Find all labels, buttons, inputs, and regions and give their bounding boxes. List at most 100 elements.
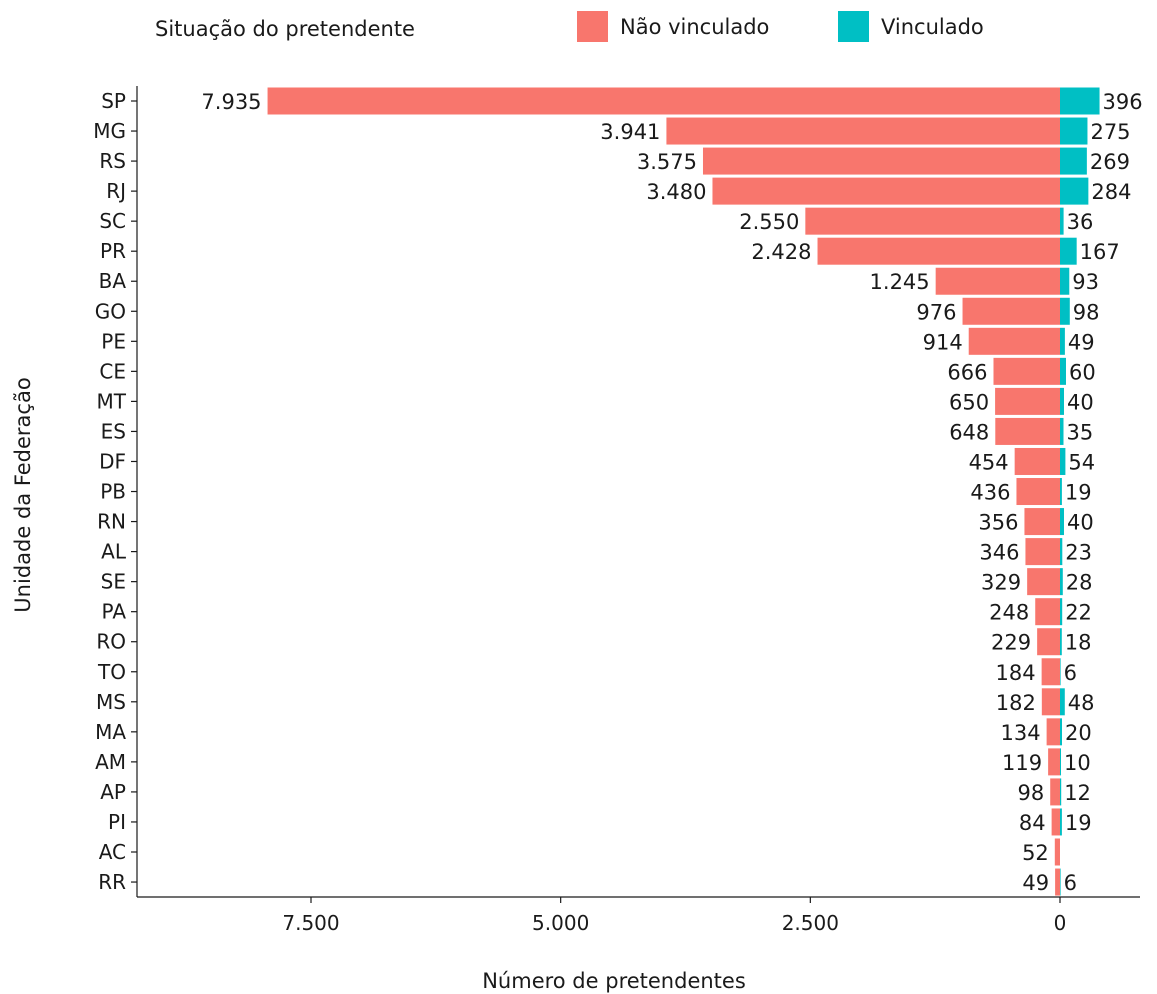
value-label-vinculado-pi: 19 <box>1065 811 1092 835</box>
y-tick-label-mt: MT <box>97 389 127 413</box>
bar-vinculado-to <box>1060 658 1061 686</box>
y-tick-label-ap: AP <box>100 780 126 804</box>
bar-nao-vinculado-ap <box>1050 778 1060 806</box>
bar-vinculado-ap <box>1060 778 1062 806</box>
y-tick-label-ms: MS <box>96 690 126 714</box>
bar-nao-vinculado-rj <box>712 177 1060 205</box>
y-tick-label-sp: SP <box>101 89 126 113</box>
bar-vinculado-pb <box>1060 478 1062 506</box>
y-tick-label-mg: MG <box>93 119 126 143</box>
value-label-nao-vinculado-ap: 98 <box>1017 781 1044 805</box>
y-tick-label-pa: PA <box>102 600 127 624</box>
y-tick-label-am: AM <box>95 750 126 774</box>
value-label-vinculado-se: 28 <box>1066 571 1093 595</box>
bar-nao-vinculado-al <box>1025 538 1060 566</box>
bar-nao-vinculado-ac <box>1054 838 1060 866</box>
value-label-vinculado-to: 6 <box>1064 661 1077 685</box>
y-ticks-group: SP MG RS RJ SC PR BA GO PE CE MT ES DF PB RN AL SE PA RO TO… <box>93 89 137 894</box>
y-tick-label-ce: CE <box>99 359 126 383</box>
value-label-nao-vinculado-ba: 1.245 <box>870 270 930 294</box>
bar-vinculado-pr <box>1060 237 1077 265</box>
y-tick-label-sc: SC <box>99 209 126 233</box>
y-tick-label-to: TO <box>97 660 126 684</box>
value-label-nao-vinculado-go: 976 <box>916 300 956 324</box>
legend-swatch-vinculado <box>838 11 869 42</box>
bar-nao-vinculado-rs <box>702 147 1060 175</box>
bar-nao-vinculado-rn <box>1024 508 1060 536</box>
value-label-vinculado-ro: 18 <box>1065 631 1092 655</box>
y-tick-label-pe: PE <box>101 329 126 353</box>
y-tick-label-pi: PI <box>108 810 126 834</box>
value-label-nao-vinculado-ac: 52 <box>1022 841 1049 865</box>
value-label-nao-vinculado-rs: 3.575 <box>637 150 697 174</box>
bar-nao-vinculado-am <box>1048 748 1060 776</box>
value-label-nao-vinculado-pi: 84 <box>1019 811 1046 835</box>
value-label-nao-vinculado-pe: 914 <box>923 330 963 354</box>
bar-nao-vinculado-df <box>1014 447 1060 475</box>
bar-vinculado-al <box>1060 538 1063 566</box>
value-label-vinculado-sp: 396 <box>1103 90 1143 114</box>
value-label-vinculado-ms: 48 <box>1068 691 1095 715</box>
bar-vinculado-pe <box>1060 327 1065 355</box>
value-label-nao-vinculado-am: 119 <box>1002 751 1042 775</box>
bar-vinculado-ma <box>1060 718 1062 746</box>
bar-vinculado-go <box>1060 297 1070 325</box>
x-tick-label-2: 2.500 <box>782 911 839 935</box>
x-axis-title: Número de pretendentes <box>482 969 746 993</box>
y-tick-label-ma: MA <box>95 720 126 744</box>
value-label-nao-vinculado-al: 346 <box>979 541 1019 565</box>
y-tick-label-rs: RS <box>99 149 126 173</box>
value-label-nao-vinculado-pb: 436 <box>970 481 1010 505</box>
value-label-vinculado-rr: 6 <box>1064 871 1077 895</box>
value-label-nao-vinculado-df: 454 <box>969 450 1009 474</box>
value-label-nao-vinculado-ma: 134 <box>1001 721 1041 745</box>
value-label-nao-vinculado-pr: 2.428 <box>751 240 811 264</box>
value-label-vinculado-ce: 60 <box>1069 360 1096 384</box>
value-label-vinculado-am: 10 <box>1064 751 1091 775</box>
value-label-vinculado-rs: 269 <box>1090 150 1130 174</box>
y-tick-label-al: AL <box>101 540 127 564</box>
y-tick-label-rj: RJ <box>106 179 126 203</box>
bar-vinculado-df <box>1060 447 1066 475</box>
value-label-nao-vinculado-pa: 248 <box>989 601 1029 625</box>
bar-nao-vinculado-pb <box>1016 478 1060 506</box>
bar-vinculado-sc <box>1060 207 1064 235</box>
bar-vinculado-sp <box>1060 87 1100 115</box>
bar-nao-vinculado-es <box>995 417 1060 445</box>
bar-vinculado-mg <box>1060 117 1088 145</box>
value-label-vinculado-sc: 36 <box>1067 210 1094 234</box>
value-label-vinculado-rn: 40 <box>1067 511 1094 535</box>
bar-vinculado-ba <box>1060 267 1070 295</box>
bar-vinculado-pi <box>1060 808 1062 836</box>
bar-nao-vinculado-pr <box>817 237 1060 265</box>
value-label-nao-vinculado-rn: 356 <box>978 511 1018 535</box>
bar-nao-vinculado-to <box>1041 658 1060 686</box>
bar-vinculado-am <box>1060 748 1061 776</box>
value-label-vinculado-ba: 93 <box>1072 270 1099 294</box>
y-tick-label-rn: RN <box>97 510 126 534</box>
y-tick-label-ac: AC <box>99 840 126 864</box>
bar-vinculado-ce <box>1060 357 1066 385</box>
bar-vinculado-se <box>1060 568 1063 596</box>
value-label-vinculado-pe: 49 <box>1068 330 1095 354</box>
value-label-vinculado-df: 54 <box>1068 450 1095 474</box>
bar-nao-vinculado-se <box>1027 568 1060 596</box>
bar-vinculado-rj <box>1060 177 1089 205</box>
bar-vinculado-mt <box>1060 387 1064 415</box>
value-label-nao-vinculado-sp: 7.935 <box>201 90 261 114</box>
bar-nao-vinculado-sp <box>267 87 1061 115</box>
value-label-vinculado-pb: 19 <box>1065 481 1092 505</box>
bar-nao-vinculado-sc <box>805 207 1060 235</box>
bars-group <box>267 87 1100 896</box>
y-tick-label-go: GO <box>95 299 126 323</box>
bar-vinculado-rn <box>1060 508 1064 536</box>
value-label-vinculado-pa: 22 <box>1065 601 1092 625</box>
value-label-vinculado-es: 35 <box>1066 420 1093 444</box>
value-label-nao-vinculado-rr: 49 <box>1022 871 1049 895</box>
value-label-vinculado-pr: 167 <box>1080 240 1120 264</box>
value-label-vinculado-mt: 40 <box>1067 390 1094 414</box>
legend-title: Situação do pretendente <box>155 17 415 41</box>
bar-nao-vinculado-ce <box>993 357 1060 385</box>
bar-vinculado-rs <box>1060 147 1087 175</box>
